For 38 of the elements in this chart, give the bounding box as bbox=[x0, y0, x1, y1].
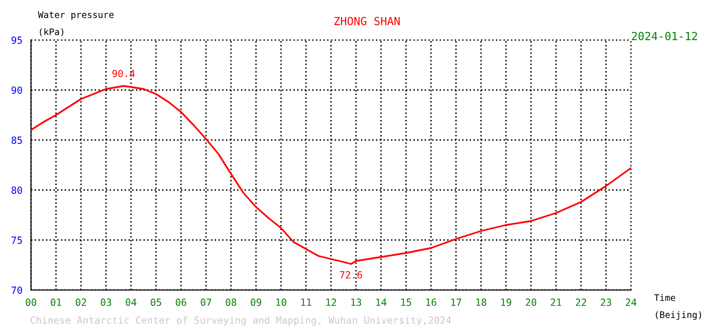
x-tick-label: 14 bbox=[376, 298, 386, 306]
x-tick-label: 16 bbox=[426, 298, 436, 306]
line-series bbox=[31, 85, 631, 265]
y-tick-label: 80 bbox=[12, 186, 22, 194]
x-tick-label: 01 bbox=[50, 298, 62, 306]
x-tick-label: 07 bbox=[200, 298, 212, 306]
x-tick-label: 24 bbox=[626, 298, 636, 306]
y-tick-label: 85 bbox=[12, 136, 22, 144]
x-tick-label: 12 bbox=[326, 298, 336, 306]
x-tick-label: 19 bbox=[501, 298, 512, 306]
x-tick-label: 02 bbox=[76, 298, 86, 306]
x-tick-label: 23 bbox=[600, 298, 612, 306]
y-axis-title: Water pressure (kPa) bbox=[38, 11, 114, 36]
x-tick-label: 15 bbox=[401, 298, 412, 306]
x-tick-label: 04 bbox=[126, 298, 136, 306]
x-tick-label: 13 bbox=[351, 298, 362, 306]
x-tick-label: 17 bbox=[451, 298, 462, 306]
x-tick-label: 22 bbox=[576, 298, 586, 306]
x-tick-label: 06 bbox=[176, 298, 186, 306]
chart-title: ZHONG SHAN bbox=[334, 16, 400, 26]
annotation: 72.6 bbox=[340, 271, 362, 279]
x-tick-label: 05 bbox=[150, 298, 162, 306]
x-tick-label: 18 bbox=[476, 298, 486, 306]
x-tick-label: 03 bbox=[100, 298, 112, 306]
x-tick-label: 00 bbox=[26, 298, 36, 306]
text: 2024-01-12 bbox=[632, 32, 698, 40]
x-tick-label: 20 bbox=[526, 298, 536, 306]
x-tick-label: 09 bbox=[250, 298, 262, 306]
x-tick-label: 10 bbox=[276, 298, 286, 306]
x-tick-label: 21 bbox=[550, 298, 562, 306]
y-tick-label: 95 bbox=[12, 36, 22, 44]
y-tick-label: 90 bbox=[12, 86, 22, 94]
x-tick-label: 11 bbox=[301, 298, 312, 306]
y-tick-label: 75 bbox=[12, 236, 22, 244]
annotation: 90.4 bbox=[112, 70, 135, 78]
y-tick-label: 70 bbox=[12, 286, 22, 294]
x-axis-title: Time (Beijing) bbox=[654, 294, 702, 320]
x-tick-label: 08 bbox=[226, 298, 236, 306]
